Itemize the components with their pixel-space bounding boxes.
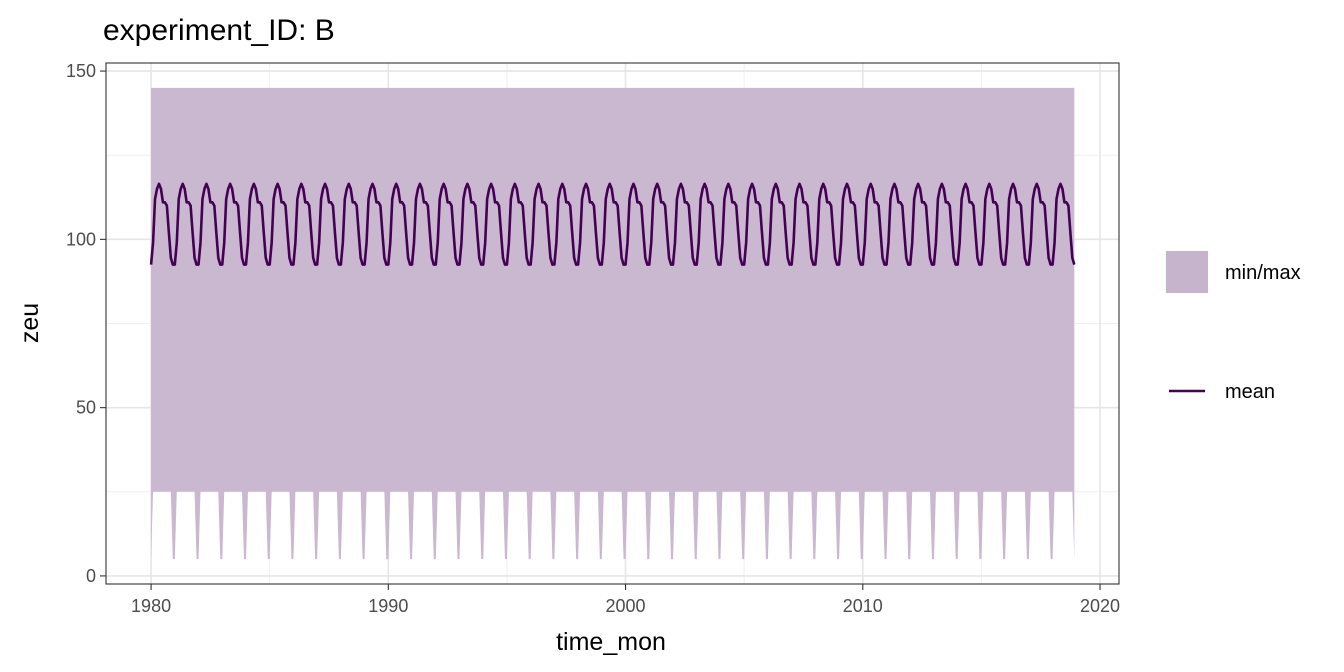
minmax-ribbon — [151, 87, 1075, 560]
x-tick-label: 1990 — [368, 596, 408, 616]
x-tick-label: 1980 — [131, 596, 171, 616]
x-tick-label: 2020 — [1080, 596, 1120, 616]
y-tick-label: 100 — [66, 229, 96, 249]
y-axis: 0 50 100 150 — [66, 61, 106, 586]
y-tick-label: 0 — [86, 566, 96, 586]
x-tick-label: 2010 — [843, 596, 883, 616]
legend-swatch-minmax — [1166, 251, 1208, 293]
plot-border — [105, 62, 1120, 585]
mean-line — [149, 182, 1076, 266]
x-axis-title: time_mon — [556, 628, 666, 656]
legend: min/max mean — [1166, 251, 1301, 403]
y-tick-label: 150 — [66, 61, 96, 81]
x-axis: 1980 1990 2000 2010 2020 — [131, 584, 1120, 616]
y-tick-label: 50 — [76, 398, 96, 418]
mean-line-group — [149, 182, 1076, 266]
ribbon-area — [151, 87, 1075, 560]
legend-label-minmax: min/max — [1225, 262, 1301, 284]
chart-title: experiment_ID: B — [103, 14, 335, 47]
x-tick-label: 2000 — [606, 596, 646, 616]
legend-label-mean: mean — [1225, 381, 1275, 403]
y-axis-title: zeu — [16, 303, 44, 343]
